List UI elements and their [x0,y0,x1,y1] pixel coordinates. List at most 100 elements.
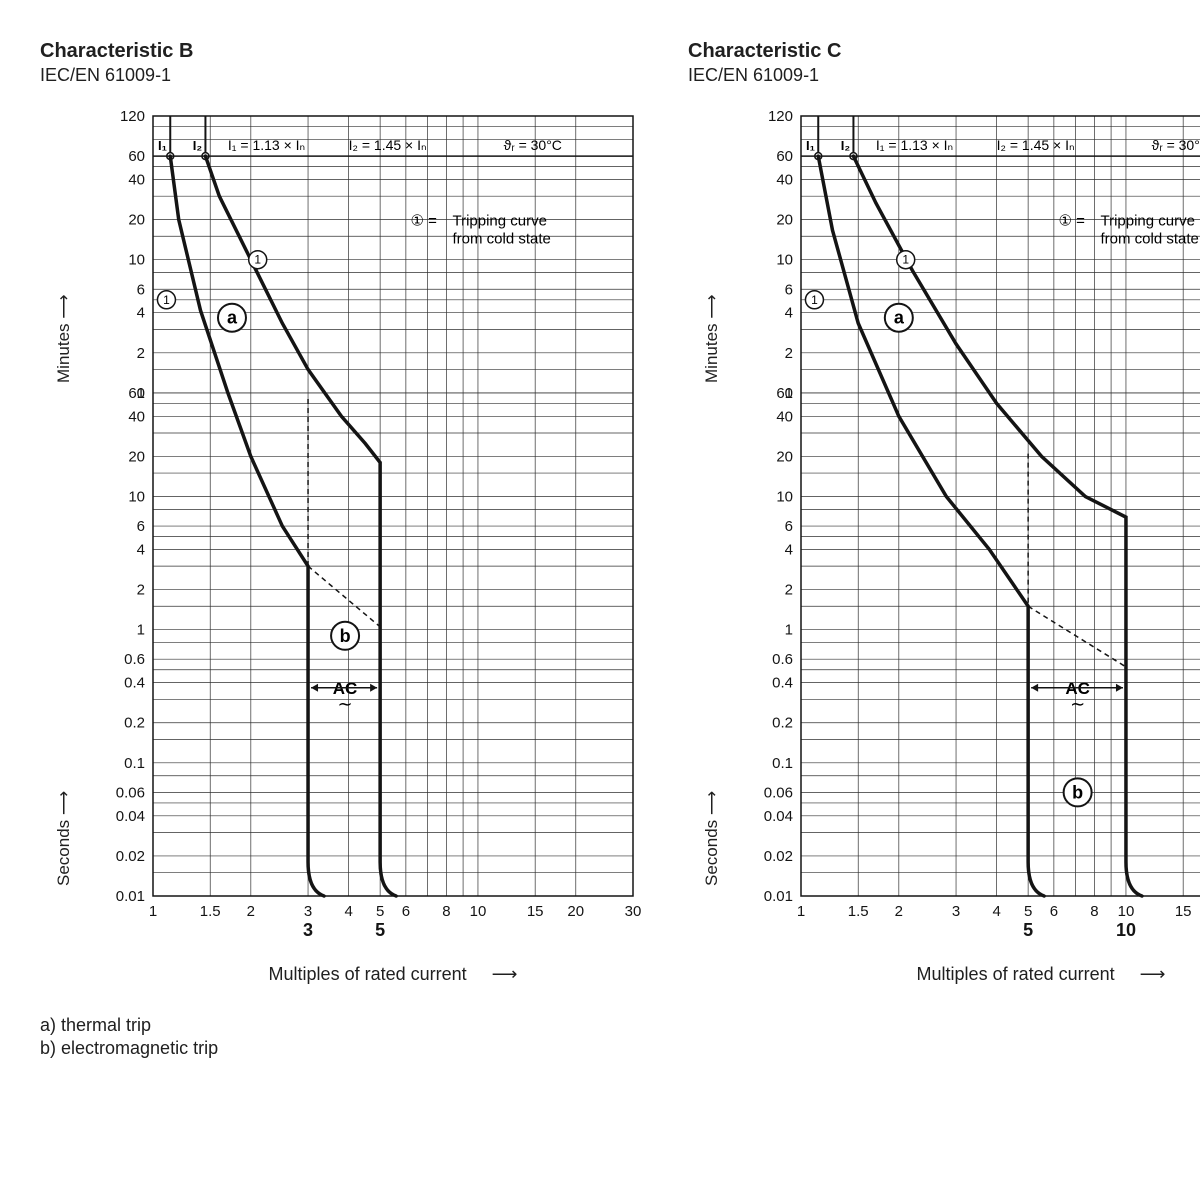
svg-text:① =: ① = [410,213,437,230]
svg-text:1: 1 [137,385,145,402]
svg-text:60: 60 [128,148,145,165]
footer-notes: a) thermal trip b) electromagnetic trip [40,1015,1160,1059]
svg-text:15: 15 [1175,903,1192,920]
svg-text:0.1: 0.1 [772,755,793,772]
svg-text:1: 1 [902,253,909,267]
svg-text:4: 4 [992,903,1000,920]
svg-text:5: 5 [1023,920,1033,940]
svg-text:0.1: 0.1 [124,755,145,772]
svg-text:0.06: 0.06 [764,784,793,801]
svg-text:6: 6 [785,518,793,535]
svg-text:1: 1 [137,622,145,639]
svg-text:1: 1 [797,903,805,920]
svg-text:5: 5 [1024,903,1032,920]
svg-text:0.4: 0.4 [124,675,145,692]
y-axis-label-minutes: Minutes ⟶ [702,294,722,383]
svg-text:b: b [340,626,351,646]
svg-text:a: a [227,308,238,328]
x-axis-label: Multiples of rated current ⟶ [801,964,1200,985]
svg-text:I₂: I₂ [193,138,203,153]
svg-text:20: 20 [128,212,145,229]
svg-text:6: 6 [1050,903,1058,920]
note-b: b) electromagnetic trip [40,1038,1160,1059]
svg-text:8: 8 [442,903,450,920]
svg-text:3: 3 [304,903,312,920]
svg-text:6: 6 [137,281,145,298]
svg-text:1.5: 1.5 [848,903,869,920]
svg-text:1: 1 [254,253,261,267]
svg-text:from cold state: from cold state [452,231,550,248]
svg-text:10: 10 [128,489,145,506]
svg-text:b: b [1072,782,1083,802]
svg-text:I₁: I₁ [806,138,815,153]
svg-text:30: 30 [625,903,642,920]
svg-text:20: 20 [776,212,793,229]
svg-text:3: 3 [952,903,960,920]
svg-text:1: 1 [785,622,793,639]
svg-text:120: 120 [120,108,145,125]
y-axis-label-seconds: Seconds ⟶ [54,791,74,886]
svg-text:0.6: 0.6 [772,651,793,668]
svg-text:8: 8 [1090,903,1098,920]
svg-text:2: 2 [137,582,145,599]
svg-text:① =: ① = [1058,213,1085,230]
svg-text:5: 5 [375,920,385,940]
svg-text:∼: ∼ [338,694,353,714]
svg-text:15: 15 [527,903,544,920]
svg-text:I₂ = 1.45 × Iₙ: I₂ = 1.45 × Iₙ [997,137,1075,153]
svg-text:2: 2 [785,345,793,362]
svg-text:0.2: 0.2 [124,715,145,732]
svg-text:ϑᵣ = 30°C: ϑᵣ = 30°C [1152,137,1200,153]
svg-text:20: 20 [776,448,793,465]
chart-svg: 11.523456810152030350.010.020.040.060.10… [68,96,648,956]
svg-text:0.04: 0.04 [764,808,793,825]
svg-text:4: 4 [785,305,793,322]
svg-text:ϑᵣ = 30°C: ϑᵣ = 30°C [504,137,562,153]
svg-text:Tripping curve: Tripping curve [452,213,546,230]
y-axis-label-minutes: Minutes ⟶ [54,294,74,383]
x-axis-label: Multiples of rated current ⟶ [153,964,633,985]
svg-text:60: 60 [776,148,793,165]
svg-text:0.02: 0.02 [764,848,793,865]
svg-text:Tripping curve: Tripping curve [1100,213,1194,230]
svg-text:0.04: 0.04 [116,808,145,825]
svg-text:I₂: I₂ [841,138,851,153]
chart-title: Characteristic B [40,40,648,63]
svg-text:4: 4 [785,541,793,558]
svg-text:0.01: 0.01 [116,888,145,905]
svg-text:40: 40 [776,172,793,189]
svg-text:6: 6 [402,903,410,920]
svg-text:40: 40 [776,408,793,425]
svg-text:4: 4 [137,305,145,322]
chart-panel: Characteristic BIEC/EN 61009-1 Minutes ⟶ S… [40,40,648,985]
svg-text:10: 10 [1118,903,1135,920]
svg-text:2: 2 [137,345,145,362]
svg-text:2: 2 [895,903,903,920]
svg-text:10: 10 [776,489,793,506]
svg-text:0.2: 0.2 [772,715,793,732]
svg-text:from cold state: from cold state [1100,231,1198,248]
svg-text:6: 6 [137,518,145,535]
svg-text:0.01: 0.01 [764,888,793,905]
chart-title: Characteristic C [688,40,1200,63]
note-a: a) thermal trip [40,1015,1160,1036]
svg-text:40: 40 [128,172,145,189]
svg-text:1.5: 1.5 [200,903,221,920]
chart-panel: Characteristic CIEC/EN 61009-1Minutes ⟶S… [688,40,1200,985]
svg-text:10: 10 [1116,920,1136,940]
chart-subtitle: IEC/EN 61009-1 [40,65,648,86]
svg-text:120: 120 [768,108,793,125]
svg-text:10: 10 [128,252,145,269]
svg-text:I₁: I₁ [158,138,167,153]
svg-text:40: 40 [128,408,145,425]
svg-text:1: 1 [163,293,170,307]
svg-text:10: 10 [776,252,793,269]
svg-text:1: 1 [811,293,818,307]
svg-text:0.02: 0.02 [116,848,145,865]
svg-text:I₂ = 1.45 × Iₙ: I₂ = 1.45 × Iₙ [349,137,427,153]
svg-text:2: 2 [785,582,793,599]
svg-text:6: 6 [785,281,793,298]
svg-text:∼: ∼ [1070,694,1085,714]
svg-text:10: 10 [470,903,487,920]
svg-text:2: 2 [247,903,255,920]
